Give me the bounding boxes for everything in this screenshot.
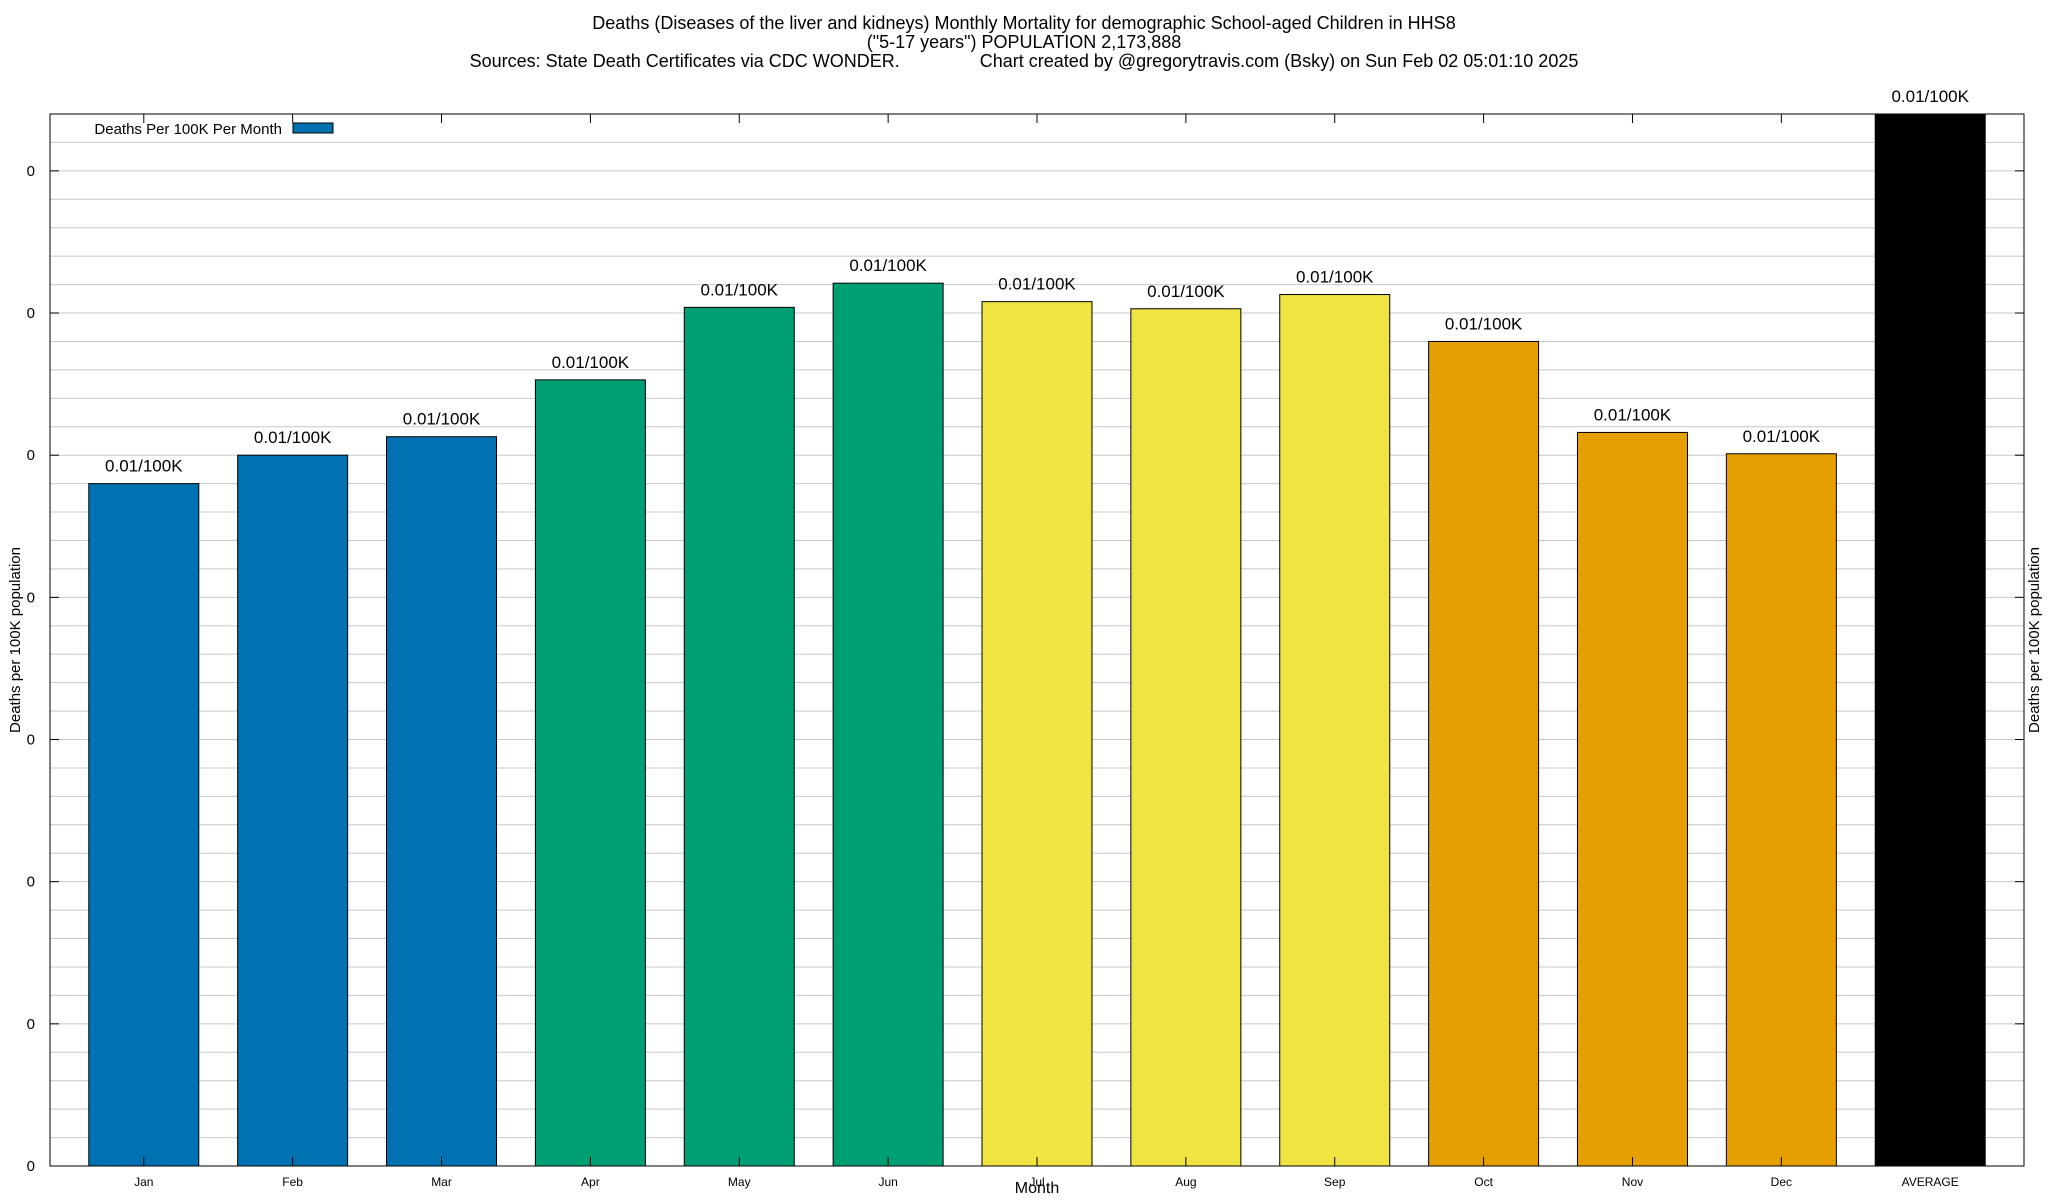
bar-may: [683, 306, 795, 1167]
x-tick-label: May: [728, 1175, 751, 1189]
y-ticks: 0 0 0 0 0 0 0 0: [27, 163, 2024, 1175]
y-tick-label: 0: [27, 447, 35, 464]
x-tick-label: Jun: [878, 1175, 897, 1189]
data-label: 0.01/100K: [105, 457, 183, 476]
data-label: 0.01/100K: [1743, 427, 1821, 446]
x-tick-label: Feb: [282, 1175, 303, 1189]
data-label: 0.01/100K: [1296, 268, 1374, 287]
data-label: 0.01/100K: [403, 410, 481, 429]
bar-nov: [1576, 431, 1688, 1167]
x-tick-label: Mar: [431, 1175, 452, 1189]
bar-jul: [981, 301, 1093, 1167]
data-label: 0.01/100K: [1594, 405, 1672, 424]
legend: Deaths Per 100K Per Month: [94, 121, 334, 138]
y-tick-label: 0: [27, 163, 35, 180]
data-label: 0.01/100K: [701, 280, 779, 299]
legend-label: Deaths Per 100K Per Month: [94, 121, 282, 138]
legend-swatch: [292, 122, 334, 134]
chart-title-line2: ("5-17 years") POPULATION 2,173,888: [866, 32, 1182, 52]
x-tick-label: AVERAGE: [1902, 1175, 1959, 1189]
x-tick-label: Dec: [1771, 1175, 1792, 1189]
bar-mar: [386, 436, 498, 1167]
data-label: 0.01/100K: [1891, 87, 1969, 106]
y-axis-label-right: Deaths per 100K population: [2026, 547, 2043, 733]
bar-oct: [1428, 340, 1540, 1167]
data-label: 0.01/100K: [1445, 314, 1523, 333]
data-label: 0.01/100K: [552, 353, 630, 372]
bar-apr: [534, 379, 646, 1167]
x-tick-label: Apr: [581, 1175, 600, 1189]
y-tick-label: 0: [27, 1016, 35, 1033]
y-tick-label: 0: [27, 874, 35, 891]
x-tick-label: Jul: [1029, 1175, 1044, 1189]
bar-jan: [88, 483, 200, 1167]
x-axis-label: Month: [1015, 1180, 1059, 1197]
bar-sep: [1279, 294, 1391, 1167]
data-label: 0.01/100K: [849, 256, 927, 275]
bars: [88, 113, 1986, 1167]
chart-title: Deaths (Diseases of the liver and kidney…: [0, 14, 2048, 71]
bar-jun: [832, 282, 944, 1167]
chart-title-line3: Sources: State Death Certificates via CD…: [469, 51, 1579, 71]
x-tick-label: Jan: [134, 1175, 153, 1189]
y-tick-label: 0: [27, 305, 35, 322]
bar-aug: [1130, 308, 1242, 1167]
x-tick-label: Aug: [1175, 1175, 1196, 1189]
x-tick-label: Nov: [1622, 1175, 1643, 1189]
data-label: 0.01/100K: [1147, 282, 1225, 301]
x-tick-label: Oct: [1474, 1175, 1493, 1189]
bar-feb: [237, 454, 349, 1167]
x-tick-labels: Jan Feb Mar Apr May Jun Jul Aug Sep Oct Nov Dec AVER…: [134, 114, 1959, 1189]
bar-average: [1874, 113, 1986, 1167]
data-label: 0.01/100K: [998, 275, 1076, 294]
y-tick-label: 0: [27, 732, 35, 749]
y-tick-label: 0: [27, 1158, 35, 1175]
data-label: 0.01/100K: [254, 428, 332, 447]
bar-dec: [1725, 453, 1837, 1167]
x-tick-label: Sep: [1324, 1175, 1346, 1189]
chart-title-line1: Deaths (Diseases of the liver and kidney…: [592, 13, 1456, 33]
y-axis-label-left: Deaths per 100K population: [7, 547, 24, 733]
y-tick-label: 0: [27, 589, 35, 606]
data-labels: 0.01/100K 0.01/100K 0.01/100K 0.01/100K 0.01…: [105, 87, 1970, 476]
